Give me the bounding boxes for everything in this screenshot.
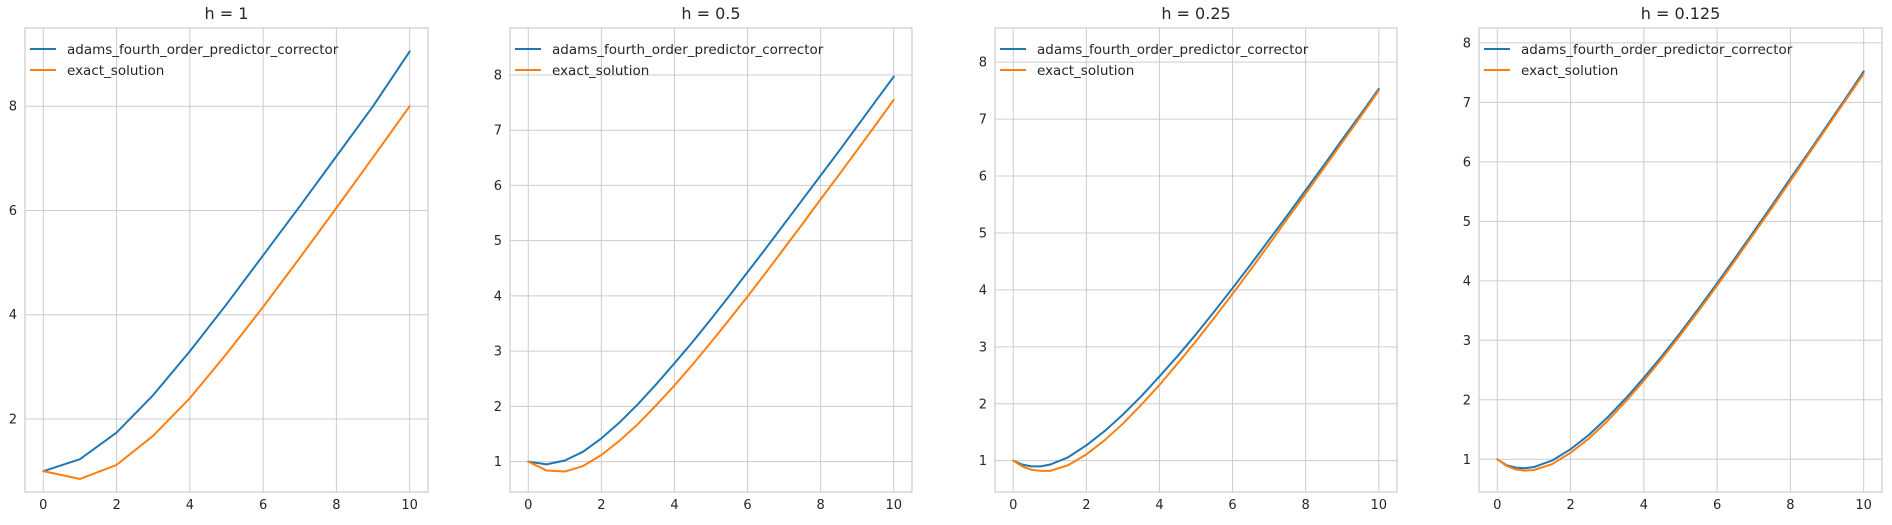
x-tick-label: 4	[670, 498, 678, 513]
legend-label: exact_solution	[552, 63, 649, 79]
chart-panel-1: 0 2 4 6 8 10 2 4 6 8 h = 1 adams_fourth_order_predi…	[9, 4, 429, 513]
series-line-exact-solution	[527, 98, 895, 473]
y-tick-label: 8	[1463, 36, 1471, 51]
x-tick-label: 2	[1082, 498, 1090, 513]
x-tick-label: 0	[39, 498, 47, 513]
x-tick-label: 6	[1713, 498, 1721, 513]
y-tick-label: 8	[9, 100, 17, 115]
series-line-predictor-corrector	[527, 75, 895, 466]
y-tick-label: 5	[1463, 215, 1471, 230]
series-line-exact-solution	[42, 105, 411, 480]
plot-frame	[24, 27, 429, 493]
x-tick-label: 4	[1155, 498, 1163, 513]
chart-title: h = 0.5	[681, 4, 740, 23]
y-tick-label: 7	[1463, 96, 1471, 111]
legend-label: adams_fourth_order_predictor_corrector	[1521, 42, 1793, 58]
x-tick-label: 10	[1855, 498, 1872, 513]
y-tick-label: 2	[979, 397, 987, 412]
series-line-predictor-corrector	[1012, 87, 1380, 468]
y-tick-label: 4	[1463, 274, 1471, 289]
plot-area	[510, 28, 912, 492]
x-tick-label: 8	[1301, 498, 1309, 513]
y-tick-label: 5	[979, 226, 987, 241]
y-tick-label: 4	[9, 308, 17, 323]
x-tick-label: 4	[186, 498, 194, 513]
plot-frame	[509, 27, 913, 493]
x-tick-label: 8	[332, 498, 340, 513]
chart-title: h = 1	[205, 4, 249, 23]
series-line-exact-solution	[1012, 89, 1380, 472]
chart-title: h = 0.125	[1641, 4, 1721, 23]
y-tick-label: 4	[979, 283, 987, 298]
series-line-predictor-corrector	[42, 50, 411, 473]
x-tick-label: 6	[743, 498, 751, 513]
legend: adams_fourth_order_predictor_correctorex…	[1000, 42, 1309, 79]
plot-area	[25, 28, 428, 492]
x-tick-label: 10	[401, 498, 418, 513]
y-tick-label: 1	[979, 454, 987, 469]
legend-label: exact_solution	[1521, 63, 1618, 79]
series-line-predictor-corrector	[1496, 70, 1865, 470]
y-tick-label: 3	[979, 340, 987, 355]
x-tick-label: 2	[1566, 498, 1574, 513]
x-tick-label: 6	[259, 498, 267, 513]
y-tick-label: 6	[9, 204, 17, 219]
series-line-exact-solution	[1496, 72, 1865, 472]
y-tick-label: 8	[979, 56, 987, 71]
plot-area	[995, 28, 1397, 492]
legend: adams_fourth_order_predictor_correctorex…	[30, 42, 339, 79]
y-tick-label: 3	[494, 345, 502, 360]
plot-area	[1479, 28, 1882, 492]
y-tick-label: 7	[979, 113, 987, 128]
x-tick-label: 8	[816, 498, 824, 513]
y-tick-label: 3	[1463, 334, 1471, 349]
x-tick-label: 0	[524, 498, 532, 513]
y-tick-label: 6	[494, 179, 502, 194]
y-tick-label: 4	[494, 289, 502, 304]
legend: adams_fourth_order_predictor_correctorex…	[515, 42, 824, 79]
y-tick-label: 8	[494, 68, 502, 83]
x-tick-label: 4	[1640, 498, 1648, 513]
x-tick-label: 0	[1493, 498, 1501, 513]
plot-frame	[994, 27, 1398, 493]
legend: adams_fourth_order_predictor_correctorex…	[1484, 42, 1793, 79]
y-tick-label: 5	[494, 234, 502, 249]
chart-title: h = 0.25	[1161, 4, 1230, 23]
y-tick-label: 7	[494, 124, 502, 139]
y-tick-label: 1	[494, 455, 502, 470]
x-tick-label: 8	[1786, 498, 1794, 513]
x-tick-label: 2	[112, 498, 120, 513]
legend-label: adams_fourth_order_predictor_corrector	[67, 42, 339, 58]
legend-label: exact_solution	[67, 63, 164, 79]
legend-label: adams_fourth_order_predictor_corrector	[552, 42, 824, 58]
y-tick-label: 6	[1463, 155, 1471, 170]
x-tick-label: 10	[1370, 498, 1387, 513]
x-tick-label: 10	[885, 498, 902, 513]
y-tick-label: 6	[979, 170, 987, 185]
plot-frame	[1478, 27, 1883, 493]
y-tick-label: 2	[9, 413, 17, 428]
y-tick-label: 2	[1463, 393, 1471, 408]
x-tick-label: 6	[1228, 498, 1236, 513]
y-tick-label: 1	[1463, 453, 1471, 468]
legend-label: exact_solution	[1037, 63, 1134, 79]
y-tick-label: 2	[494, 400, 502, 415]
x-tick-label: 2	[597, 498, 605, 513]
x-tick-label: 0	[1009, 498, 1017, 513]
legend-label: adams_fourth_order_predictor_corrector	[1037, 42, 1309, 58]
